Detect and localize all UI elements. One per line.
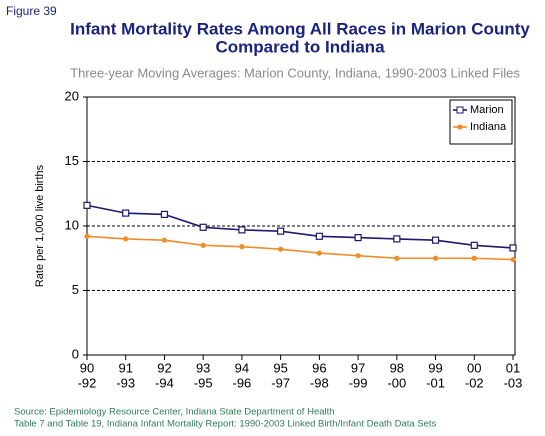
source: Source: Epidemiology Resource Center, In… xyxy=(14,407,335,418)
marker xyxy=(355,253,361,259)
marker xyxy=(316,250,322,256)
x-tick-label: 93 xyxy=(196,360,210,375)
y-tick-label: 5 xyxy=(72,282,79,297)
marker xyxy=(84,233,90,239)
x-tick-label: -96 xyxy=(233,375,252,390)
x-tick-label: -95 xyxy=(194,375,213,390)
legend-label: Marion xyxy=(470,104,504,116)
marker xyxy=(238,226,246,234)
x-tick-label: 95 xyxy=(273,360,287,375)
series-line xyxy=(86,235,514,261)
x-tick-label: 99 xyxy=(428,360,442,375)
marker xyxy=(354,234,362,242)
x-tick-label: -99 xyxy=(349,375,368,390)
y-axis-label: Rate per 1,000 live births xyxy=(34,164,46,287)
x-tick-label: -03 xyxy=(504,375,523,390)
chart-title: Infant Mortality Rates Among All Races i… xyxy=(70,19,530,38)
marker xyxy=(161,237,168,243)
figure-label: Figure 39 xyxy=(6,4,57,18)
x-tick-label: 92 xyxy=(157,360,171,375)
x-tick-label: -93 xyxy=(116,375,135,390)
marker xyxy=(431,236,440,244)
x-tick-label: 00 xyxy=(467,360,481,375)
x-tick-label: 98 xyxy=(390,360,404,375)
marker xyxy=(509,244,517,252)
legend-marker xyxy=(456,106,464,114)
x-tick-label: 97 xyxy=(351,360,365,375)
marker xyxy=(471,255,477,261)
marker xyxy=(510,256,516,263)
x-tick-label: 96 xyxy=(312,360,326,375)
source: Table 7 and Table 19, Indiana Infant Mor… xyxy=(14,419,437,430)
x-tick-label: 91 xyxy=(118,360,132,375)
x-tick-label: -02 xyxy=(465,375,484,390)
marker xyxy=(83,201,91,209)
chart-subtitle: Three-year Moving Averages: Marion Count… xyxy=(70,65,520,80)
x-tick-label: 90 xyxy=(80,360,94,375)
legend-marker xyxy=(457,124,463,130)
marker xyxy=(470,241,478,249)
marker xyxy=(123,236,129,242)
marker xyxy=(394,255,400,261)
y-tick-label: 10 xyxy=(65,217,79,232)
legend-label: Indiana xyxy=(470,121,507,133)
marker xyxy=(200,242,206,248)
x-tick-label: 94 xyxy=(235,360,249,375)
x-tick-label: -92 xyxy=(78,375,97,390)
marker xyxy=(315,232,323,240)
x-tick-label: -97 xyxy=(271,375,290,390)
y-tick-label: 0 xyxy=(72,346,79,361)
x-tick-label: -01 xyxy=(426,375,445,390)
marker xyxy=(160,210,169,218)
x-tick-label: 01 xyxy=(506,360,520,375)
x-tick-label: -94 xyxy=(155,375,174,390)
marker xyxy=(277,227,285,235)
marker xyxy=(278,246,284,252)
marker xyxy=(199,223,207,231)
series-line xyxy=(86,204,514,249)
marker xyxy=(432,255,439,261)
y-tick-label: 15 xyxy=(65,153,79,168)
marker xyxy=(239,244,245,250)
y-tick-label: 20 xyxy=(65,88,79,103)
x-tick-label: -98 xyxy=(310,375,329,390)
chart-title: Compared to Indiana xyxy=(215,37,385,56)
marker xyxy=(122,209,130,217)
marker xyxy=(393,235,401,243)
x-tick-label: -00 xyxy=(387,375,406,390)
